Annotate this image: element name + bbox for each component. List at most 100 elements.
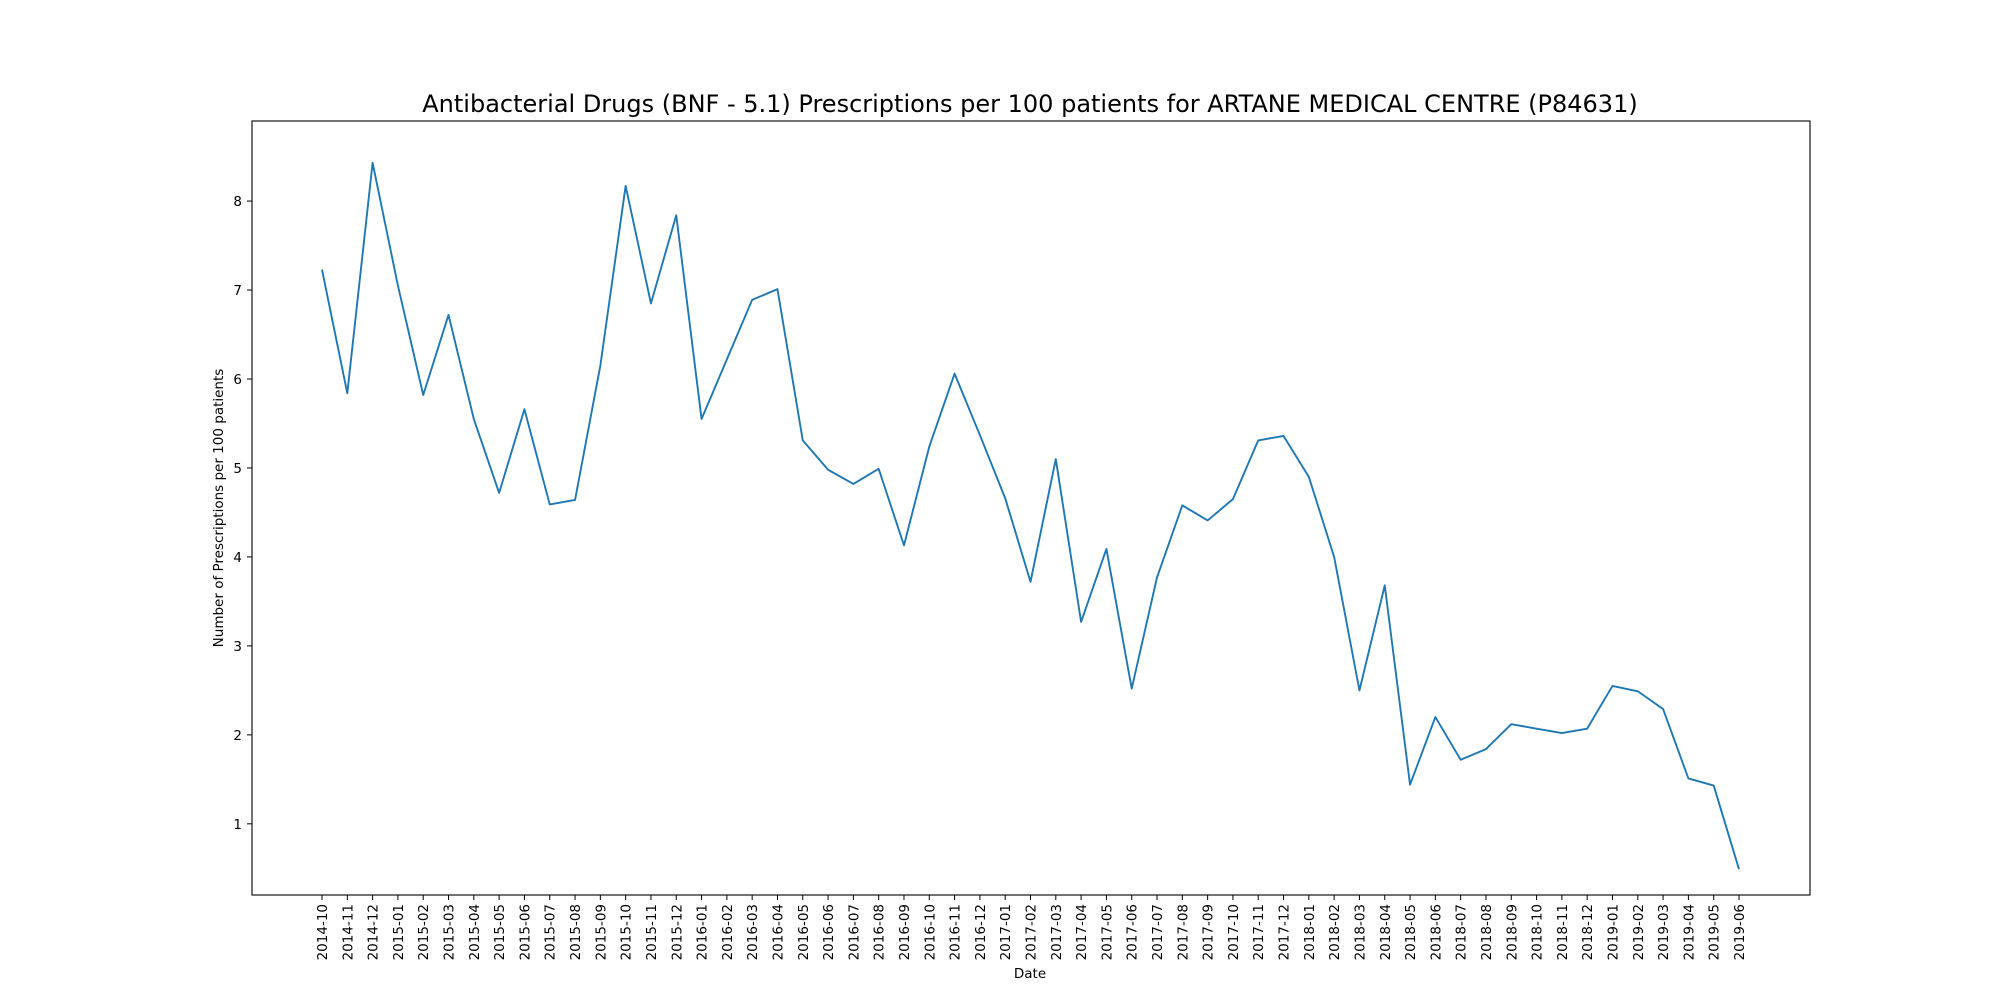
data-point [927,445,931,449]
x-tick-label: 2018-11 [1555,904,1571,960]
x-tick-label: 2018-04 [1378,904,1394,960]
data-point [1054,457,1058,461]
data-point [548,502,552,506]
data-point [1231,497,1235,501]
x-tick-label: 2015-02 [416,904,432,960]
x-tick-label: 2014-10 [315,904,331,960]
data-point [1661,707,1665,711]
data-point [953,372,957,376]
data-point [1282,434,1286,438]
x-tick-label: 2015-01 [391,904,407,960]
x-tick-label: 2019-05 [1707,904,1723,960]
data-point [1332,555,1336,559]
data-point [371,161,375,165]
x-tick-label: 2016-06 [821,904,837,960]
data-point [1029,580,1033,584]
data-point [1155,575,1159,579]
x-tick-label: 2017-04 [1074,904,1090,960]
x-tick-label: 2017-02 [1024,904,1040,960]
y-tick-label: 2 [233,728,242,744]
x-tick-label: 2019-06 [1732,904,1748,960]
x-tick-label: 2017-09 [1201,904,1217,960]
data-point [1585,727,1589,731]
x-tick-label: 2015-05 [492,904,508,960]
data-point [902,543,906,547]
data-point [1206,518,1210,522]
data-point [1509,722,1513,726]
y-tick-label: 1 [233,817,242,833]
data-point [725,357,729,361]
x-tick-label: 2015-06 [517,904,533,960]
x-tick-label: 2017-10 [1226,904,1242,960]
x-tick-label: 2018-06 [1428,904,1444,960]
x-tick-label: 2017-08 [1175,904,1191,960]
x-tick-label: 2018-10 [1530,904,1546,960]
data-point [1535,727,1539,731]
x-tick-label: 2018-08 [1479,904,1495,960]
data-point [522,407,526,411]
x-tick-label: 2017-03 [1049,904,1065,960]
x-tick-label: 2019-02 [1631,904,1647,960]
x-tick-label: 2016-03 [745,904,761,960]
y-tick-label: 6 [233,372,242,388]
data-point [1712,784,1716,788]
data-point [826,468,830,472]
x-tick-label: 2016-11 [948,904,964,960]
x-tick-label: 2016-09 [897,904,913,960]
x-tick-label: 2015-10 [619,904,635,960]
data-point [1256,438,1260,442]
x-tick-label: 2016-01 [695,904,711,960]
y-tick-label: 3 [233,639,242,655]
data-point [775,287,779,291]
x-tick-label: 2017-11 [1251,904,1267,960]
series-line [321,161,1740,870]
y-tick-label: 8 [233,194,242,210]
data-point [649,301,653,305]
x-tick-label: 2018-05 [1403,904,1419,960]
data-point [598,364,602,368]
data-point [447,313,451,317]
data-point [1079,620,1083,624]
data-point [497,491,501,495]
data-point [1686,776,1690,780]
x-tick-label: 2015-03 [442,904,458,960]
data-point [472,417,476,421]
x-tick-label: 2019-03 [1656,904,1672,960]
x-tick-label: 2017-12 [1277,904,1293,960]
x-tick-label: 2018-03 [1352,904,1368,960]
x-tick-label: 2017-05 [1099,904,1115,960]
x-tick-label: 2017-01 [998,904,1014,960]
data-point [1484,747,1488,751]
data-point [1459,758,1463,762]
data-point [1560,731,1564,735]
x-tick-label: 2016-05 [796,904,812,960]
data-point [1636,689,1640,693]
data-point [573,498,577,502]
data-point [1737,867,1741,871]
data-point [1003,496,1007,500]
x-tick-label: 2018-01 [1302,904,1318,960]
x-tick-label: 2015-04 [467,904,483,960]
x-tick-label: 2016-02 [720,904,736,960]
x-tick-label: 2018-02 [1327,904,1343,960]
data-point [851,482,855,486]
y-tick-label: 4 [233,550,242,566]
data-point [801,438,805,442]
data-point [1610,684,1614,688]
y-axis-label: Number of Prescriptions per 100 patients [211,369,227,648]
x-tick-label: 2018-07 [1454,904,1470,960]
x-tick-label: 2015-12 [669,904,685,960]
x-tick-label: 2016-08 [872,904,888,960]
x-tick-label: 2019-01 [1605,904,1621,960]
data-point [1383,583,1387,587]
y-tick-label: 7 [233,283,242,299]
x-tick-label: 2018-09 [1504,904,1520,960]
x-tick-label: 2014-12 [366,904,382,960]
x-tick-label: 2015-07 [543,904,559,960]
x-axis-label: Date [1014,966,1046,982]
data-point [1104,547,1108,551]
x-tick-label: 2015-09 [593,904,609,960]
data-point [1130,687,1134,691]
